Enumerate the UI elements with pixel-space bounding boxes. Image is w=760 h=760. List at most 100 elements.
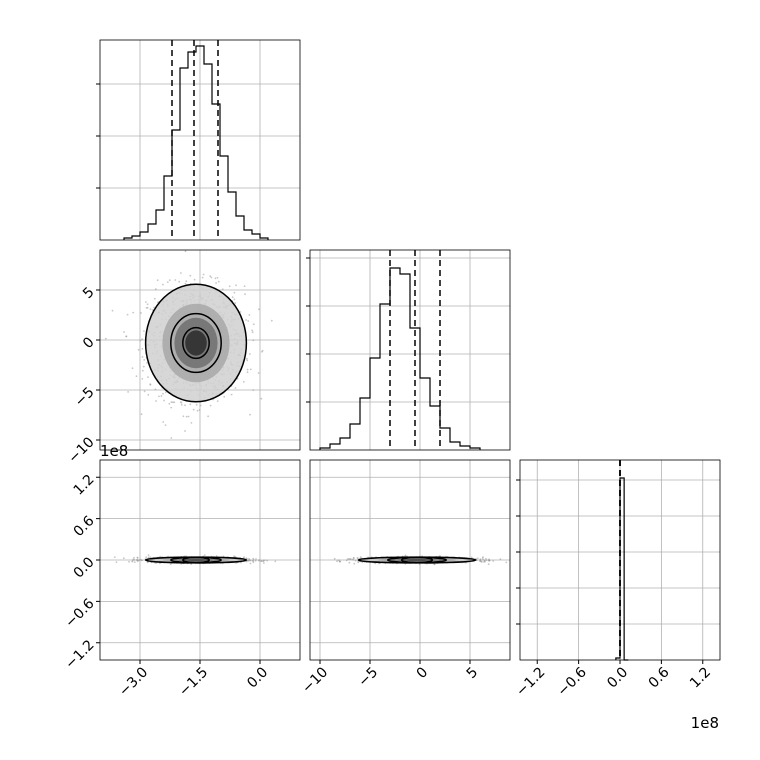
scatter-point bbox=[482, 558, 484, 561]
scatter-point bbox=[126, 313, 129, 316]
scatter-point bbox=[252, 339, 255, 342]
histogram-steps bbox=[319, 267, 481, 450]
scatter-point bbox=[160, 395, 163, 397]
scatter-point bbox=[258, 308, 260, 311]
x-tick-label: −1.2 bbox=[513, 664, 548, 699]
scatter-point bbox=[139, 339, 142, 342]
scatter-point bbox=[173, 401, 176, 404]
scatter-point bbox=[189, 274, 192, 277]
scatter-point bbox=[141, 378, 144, 380]
scatter-point bbox=[143, 359, 146, 361]
scatter-point bbox=[149, 556, 152, 559]
density-fill bbox=[185, 559, 207, 561]
scatter-point bbox=[140, 559, 143, 562]
scatter-point bbox=[247, 559, 250, 562]
scatter-point bbox=[182, 415, 185, 418]
scatter-point bbox=[142, 365, 145, 368]
scatter-point bbox=[162, 283, 164, 286]
scatter-point bbox=[113, 556, 116, 558]
scatter-point bbox=[345, 559, 348, 562]
scatter-point bbox=[145, 301, 147, 303]
y-tick-label: 0 bbox=[80, 334, 98, 352]
x-tick-label: 0 bbox=[414, 664, 432, 682]
scatter-point bbox=[234, 387, 237, 389]
scatter-point bbox=[274, 560, 277, 563]
scatter-point bbox=[122, 557, 125, 560]
scatter-point bbox=[192, 408, 195, 411]
axes-frame bbox=[99, 459, 301, 661]
scatter-point bbox=[246, 371, 249, 374]
scatter-point bbox=[480, 560, 483, 563]
scatter-point bbox=[234, 302, 237, 304]
scatter-point bbox=[184, 430, 186, 432]
scatter-point bbox=[481, 557, 484, 559]
histogram-panel bbox=[516, 459, 721, 664]
y-tick-label: −5 bbox=[72, 384, 98, 410]
scatter-point bbox=[251, 331, 254, 334]
scatter-point bbox=[361, 561, 364, 564]
scatter-point bbox=[263, 562, 265, 564]
scatter-point bbox=[149, 308, 152, 311]
scatter-point bbox=[135, 375, 138, 378]
scatter-point bbox=[209, 404, 212, 407]
scatter-point bbox=[249, 562, 252, 565]
scatter-point bbox=[245, 557, 248, 560]
scatter-point bbox=[260, 560, 263, 562]
scatter-point bbox=[258, 559, 261, 561]
scatter-point bbox=[132, 311, 135, 314]
scatter-point bbox=[235, 284, 238, 287]
scatter-point bbox=[209, 275, 212, 278]
scatter-point bbox=[125, 335, 127, 338]
scatter-point bbox=[104, 337, 107, 340]
x-tick-label: 0.6 bbox=[646, 664, 673, 691]
scatter-point bbox=[141, 347, 144, 350]
scatter-point bbox=[153, 297, 156, 300]
scatter-point bbox=[174, 279, 177, 281]
scatter-point bbox=[149, 383, 152, 386]
scatter-point bbox=[338, 560, 341, 563]
scatter-point bbox=[477, 557, 479, 560]
scatter-point bbox=[243, 285, 246, 288]
scatter-point bbox=[353, 562, 356, 565]
scatter-point bbox=[187, 415, 190, 418]
scatter-point bbox=[483, 560, 486, 562]
scatter-point bbox=[233, 298, 236, 301]
scatter-point bbox=[231, 296, 234, 299]
scatter-point bbox=[247, 320, 250, 322]
histogram-panel bbox=[306, 249, 511, 451]
contour-line bbox=[357, 556, 477, 564]
axes-frame bbox=[309, 249, 511, 451]
scatter-point bbox=[505, 561, 508, 564]
scatter-point bbox=[193, 278, 196, 281]
scatter-point bbox=[207, 415, 210, 418]
scatter-point bbox=[170, 401, 173, 404]
scatter-point bbox=[470, 556, 473, 559]
scatter-point bbox=[351, 558, 353, 561]
x-tick-label: 0.0 bbox=[604, 664, 631, 691]
x-tick-label: 0.0 bbox=[244, 664, 271, 691]
scatter-point bbox=[168, 279, 171, 282]
scatter-point bbox=[352, 558, 355, 561]
scatter-point bbox=[202, 273, 205, 276]
scatter-point bbox=[163, 399, 166, 402]
scatter-point bbox=[270, 319, 273, 322]
density-panel bbox=[309, 459, 511, 664]
x-tick-label: 5 bbox=[464, 664, 482, 682]
x-tick-label: −5 bbox=[355, 664, 381, 690]
scatter-point bbox=[196, 409, 199, 412]
density-panel bbox=[96, 249, 301, 451]
scatter-point bbox=[216, 400, 219, 402]
scatter-point bbox=[127, 391, 129, 393]
scatter-point bbox=[155, 400, 158, 402]
histogram-steps bbox=[615, 477, 629, 661]
scatter-point bbox=[137, 348, 140, 351]
scatter-point bbox=[140, 413, 143, 416]
scatter-point bbox=[168, 402, 171, 405]
scatter-point bbox=[246, 368, 249, 371]
histogram-panel bbox=[96, 39, 301, 241]
scatter-point bbox=[359, 556, 362, 558]
scatter-point bbox=[185, 415, 188, 418]
x-tick-label: −0.6 bbox=[555, 664, 590, 699]
scatter-point bbox=[260, 397, 263, 400]
